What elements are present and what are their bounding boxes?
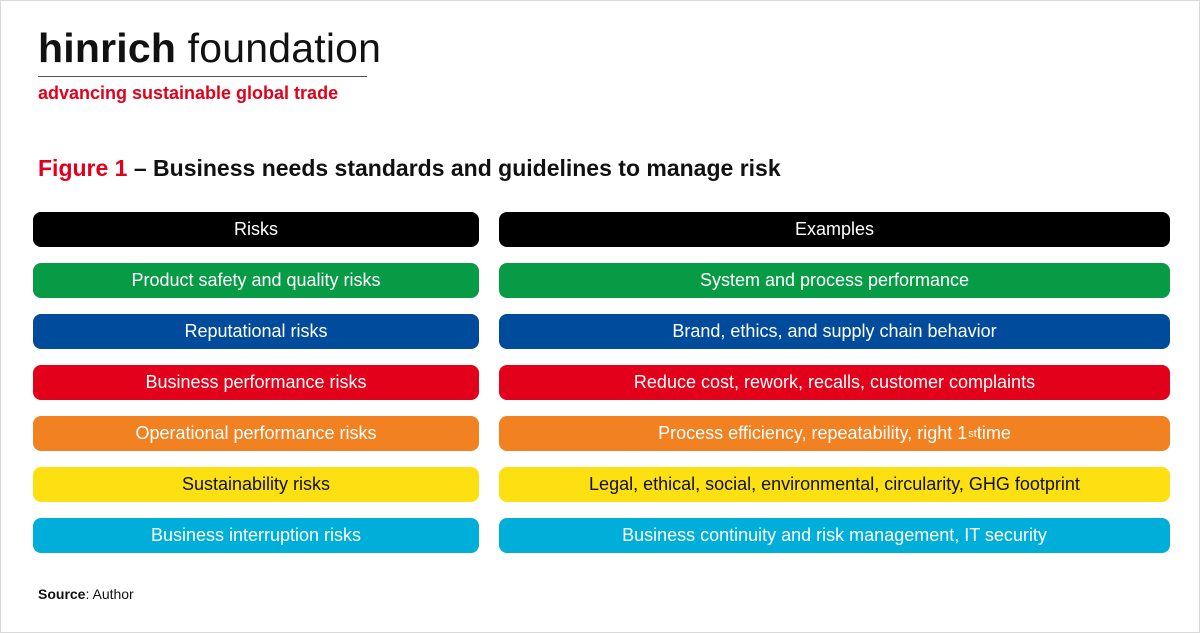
risks-column: Risks Product safety and quality risks R… [33, 212, 479, 569]
risk-item-reputational: Reputational risks [33, 314, 479, 349]
example-item-business-continuity: Business continuity and risk management,… [499, 518, 1170, 553]
ordinal-superscript: st [968, 427, 977, 440]
risk-item-business-interruption: Business interruption risks [33, 518, 479, 553]
brand-name-bold: hinrich [38, 25, 177, 71]
example-item-process-efficiency: Process efficiency, repeatability, right… [499, 416, 1170, 451]
example-item-system-performance: System and process performance [499, 263, 1170, 298]
example-item-legal-ethical: Legal, ethical, social, environmental, c… [499, 467, 1170, 502]
examples-header: Examples [499, 212, 1170, 247]
example-item-brand-ethics: Brand, ethics, and supply chain behavior [499, 314, 1170, 349]
example-text-end: time [976, 423, 1011, 443]
example-text: Process efficiency, repeatability, right… [658, 423, 968, 443]
source-label: Source [38, 586, 86, 602]
logo-divider [38, 76, 367, 77]
risk-item-operational-performance: Operational performance risks [33, 416, 479, 451]
risk-item-sustainability: Sustainability risks [33, 467, 479, 502]
risk-item-product-safety: Product safety and quality risks [33, 263, 479, 298]
figure-title: Figure 1 – Business needs standards and … [38, 155, 781, 181]
examples-column: Examples System and process performance … [499, 212, 1170, 569]
source-text: : Author [85, 586, 134, 602]
figure-label: Figure 1 [38, 155, 128, 181]
brand-tagline: advancing sustainable global trade [38, 83, 339, 103]
example-item-reduce-cost: Reduce cost, rework, recalls, customer c… [499, 365, 1170, 400]
source-note: Source: Author [38, 586, 134, 602]
risk-item-business-performance: Business performance risks [33, 365, 479, 400]
figure-title-text: – Business needs standards and guideline… [127, 155, 781, 181]
risks-header: Risks [33, 212, 479, 247]
brand-name-regular: foundation [176, 25, 382, 71]
brand-logo: hinrich foundation [38, 28, 381, 69]
